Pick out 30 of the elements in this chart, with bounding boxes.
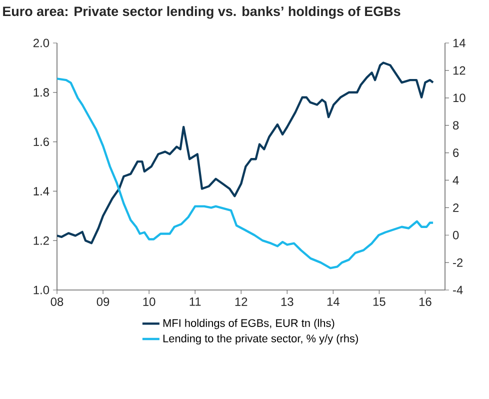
y2-tick-label: -2 [453,258,463,267]
x-tick-label: 08 [50,298,64,306]
x-tick-label: 15 [373,298,386,306]
y-tick-label: 1.2 [34,236,49,245]
y2-tick-label: 6 [453,148,459,158]
y2-tick-label: 2 [453,204,459,212]
y-tick-label: 1.8 [34,88,49,97]
y2-tick-label: -4 [453,286,463,294]
y-tick-label: 1.4 [34,187,50,196]
y2-tick-label: 0 [452,230,459,240]
line-series [57,78,434,270]
y-tick-label: 1.6 [34,138,49,146]
x-tick-label: 14 [327,298,340,306]
legend-label: Lending to the private sector, % y/y (rhs) [163,334,358,345]
x-tick-label: 09 [96,298,110,306]
y-tick-label: 2.0 [33,38,50,48]
x-tick-label: 12 [235,298,248,306]
y2-tick-label: 12 [453,66,466,75]
line-series [57,62,434,244]
x-tick-label: 13 [281,298,294,306]
x-tick-label: 10 [143,298,156,306]
legend-label: MFI holdings of EGBs, EUR tn (lhs) [163,318,334,330]
y2-tick-label: 14 [453,38,466,48]
y2-tick-label: 10 [453,94,466,102]
y-tick-label: 1.0 [34,286,50,294]
x-tick-label: 16 [419,298,432,306]
y2-tick-label: 8 [453,121,459,130]
y2-tick-label: 4 [452,176,459,184]
chart-title: Euro area: Private sector lending vs. banks’ holdings of EGBs [3,6,400,19]
x-tick-label: 11 [190,298,201,306]
